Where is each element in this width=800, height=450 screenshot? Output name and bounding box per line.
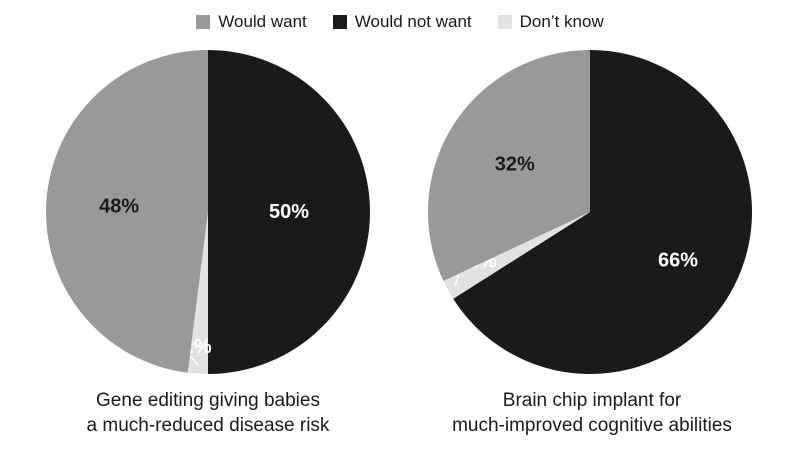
legend: Would want Would not want Don’t know	[0, 12, 800, 32]
legend-swatch-dont-know	[497, 15, 512, 29]
legend-label-dont-know: Don’t know	[519, 12, 604, 31]
legend-label-would-not-want: Would not want	[354, 12, 472, 31]
slice-label: 50%	[269, 201, 309, 223]
slice-label: 66%	[658, 249, 698, 271]
chart-title-line: Brain chip implant for	[502, 390, 682, 411]
chart-title-line: much-improved cognitive abilities	[452, 415, 732, 436]
legend-swatch-would-want	[196, 15, 211, 29]
legend-label-would-want: Would want	[218, 12, 307, 31]
chart-title-brain-chip: Brain chip implant for much-improved cog…	[412, 388, 772, 438]
chart-title-gene-editing: Gene editing giving babies a much-reduce…	[28, 388, 388, 438]
legend-item-would-not-want: Would not want	[332, 12, 472, 32]
legend-item-would-want: Would want	[196, 12, 307, 32]
pie-slice-would-not-want	[453, 49, 753, 374]
pie-slice-would-want	[46, 50, 208, 373]
legend-item-dont-know: Don’t know	[497, 12, 604, 32]
pie-slice-don-t-know	[443, 212, 590, 299]
slice-label: 48%	[99, 195, 139, 217]
pie-slice-would-not-want	[208, 50, 370, 374]
legend-swatch-would-not-want	[332, 15, 347, 29]
slice-label: 32%	[495, 153, 535, 175]
pie-slice-don-t-know	[187, 212, 208, 374]
pie-slice-would-want	[428, 50, 590, 281]
chart-title-line: a much-reduced disease risk	[86, 415, 330, 436]
chart-title-line: Gene editing giving babies	[96, 390, 320, 411]
